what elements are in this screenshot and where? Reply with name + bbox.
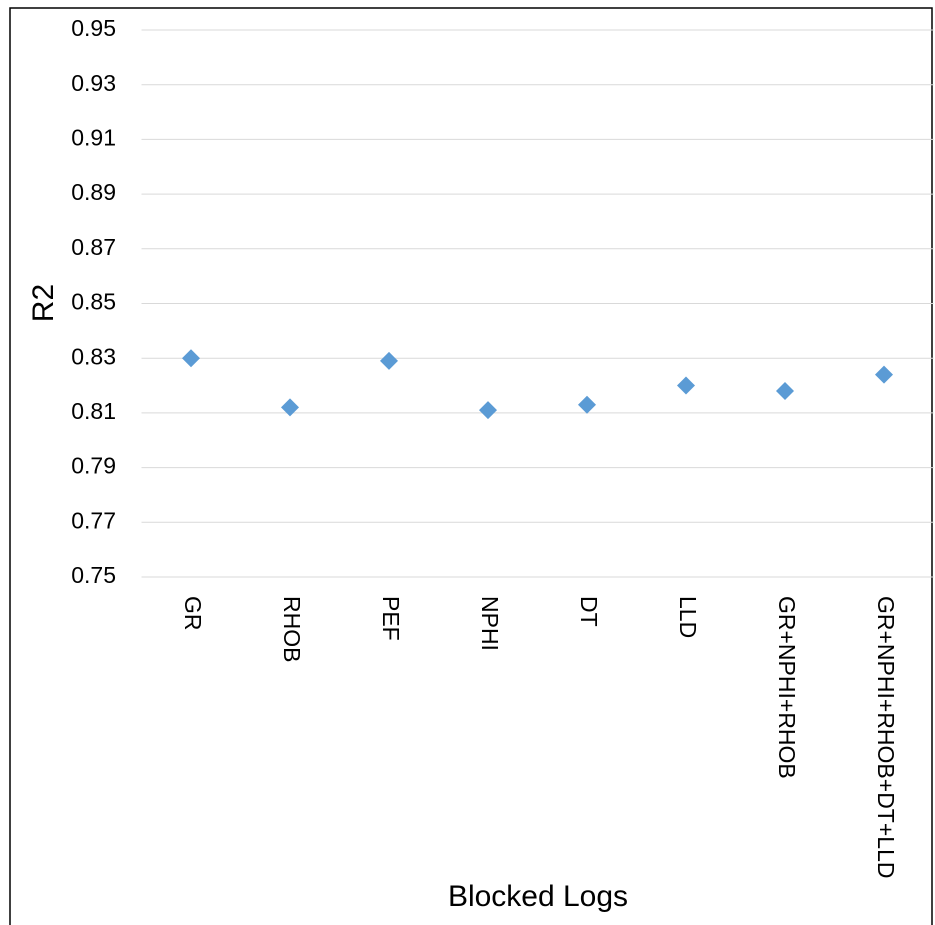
data-point [677,376,695,395]
y-tick-label: 0.81 [71,398,116,424]
x-tick-label: LLD [675,596,701,638]
x-axis-title: Blocked Logs [448,880,628,913]
x-tick-label: NPHI [477,596,503,651]
y-tick-label: 0.77 [71,507,116,533]
x-tick-label: GR+NPHI+RHOB+DT+LLD [873,596,899,878]
y-tick-label: 0.89 [71,179,116,205]
y-tick-label: 0.79 [71,453,116,479]
y-tick-label: 0.83 [71,343,116,369]
x-tick-label: GR+NPHI+RHOB [774,596,800,779]
y-tick-label: 0.93 [71,70,116,96]
y-axis-title: R2 [27,284,60,322]
chart-border [9,7,933,925]
y-tick-label: 0.95 [71,15,116,41]
y-tick-label: 0.85 [71,289,116,315]
x-tick-label: PEF [378,596,404,641]
y-tick-label: 0.75 [71,562,116,588]
data-point [281,398,299,417]
data-point [380,351,398,370]
y-tick-label: 0.91 [71,124,116,150]
x-tick-label: RHOB [279,596,305,662]
data-point [479,401,497,420]
data-point [776,382,794,401]
x-tick-label: DT [576,596,602,627]
data-point [182,349,200,368]
x-tick-label: GR [180,596,206,631]
y-tick-label: 0.87 [71,234,116,260]
data-point [875,365,893,384]
data-point [578,395,596,414]
